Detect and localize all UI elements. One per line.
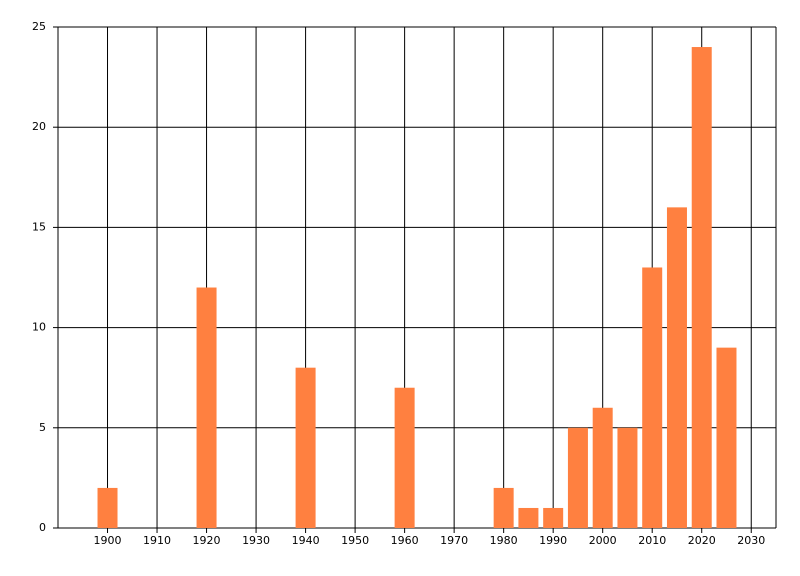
x-tick-label: 1930 (242, 534, 270, 547)
x-tick-label: 2030 (737, 534, 765, 547)
x-tick-label: 2020 (688, 534, 716, 547)
y-tick-label: 15 (32, 220, 46, 233)
x-tick-label: 1920 (193, 534, 221, 547)
x-tick-label: 1970 (440, 534, 468, 547)
x-tick-label: 1940 (292, 534, 320, 547)
x-tick-label: 1950 (341, 534, 369, 547)
bar (518, 507, 539, 528)
y-tick-label: 10 (32, 321, 46, 334)
bar (196, 287, 217, 528)
bar (567, 427, 588, 528)
bar (97, 487, 118, 528)
bar (543, 507, 564, 528)
bar (394, 387, 415, 528)
y-tick-label: 0 (39, 521, 46, 534)
x-tick-label: 2000 (589, 534, 617, 547)
bar (493, 487, 514, 528)
bar (642, 267, 663, 528)
x-tick-label: 1980 (490, 534, 518, 547)
y-tick-label: 25 (32, 20, 46, 33)
bar (666, 207, 687, 529)
x-tick-label: 1960 (391, 534, 419, 547)
x-tick-label: 1900 (94, 534, 122, 547)
bar (295, 367, 316, 528)
x-tick-label: 2010 (638, 534, 666, 547)
x-tick-label: 1990 (539, 534, 567, 547)
bar (691, 47, 712, 528)
bar (617, 427, 638, 528)
y-tick-label: 20 (32, 120, 46, 133)
y-tick-label: 5 (39, 421, 46, 434)
x-tick-label: 1910 (143, 534, 171, 547)
bar (716, 347, 737, 528)
bar (592, 407, 613, 528)
